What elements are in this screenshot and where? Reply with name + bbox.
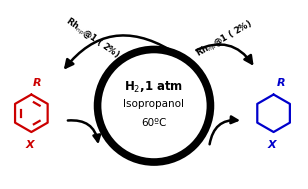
Text: Isopropanol: Isopropanol [124,99,184,109]
Text: R: R [277,78,286,88]
FancyArrowPatch shape [68,120,100,142]
FancyArrowPatch shape [197,44,252,64]
Text: X: X [267,140,276,150]
Text: X: X [25,140,34,150]
Text: H$_2$,1 atm: H$_2$,1 atm [124,79,184,94]
FancyArrowPatch shape [210,116,237,144]
Text: Rh$_{np}$@1 ( 2%): Rh$_{np}$@1 ( 2%) [63,15,122,62]
Text: 60ºC: 60ºC [141,118,167,128]
FancyArrowPatch shape [66,35,170,68]
Text: R: R [33,78,41,88]
Text: Rh$_{np}$@1 ( 2%): Rh$_{np}$@1 ( 2%) [194,17,255,60]
Ellipse shape [98,50,210,162]
